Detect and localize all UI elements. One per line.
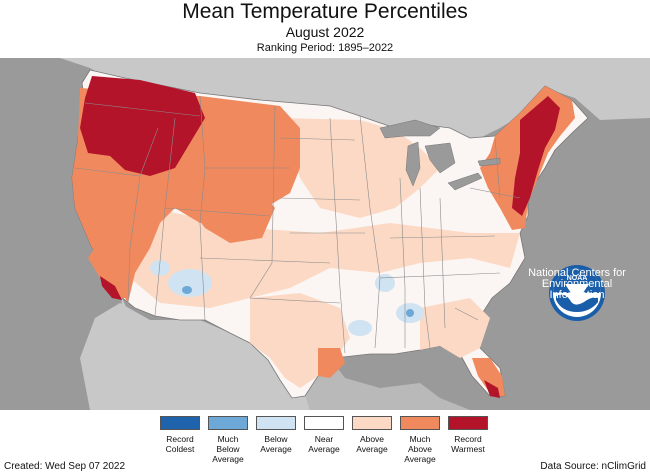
state-borders (74, 95, 521, 354)
created-date: Created: Wed Sep 07 2022 (4, 461, 126, 472)
lake-erie (447, 172, 483, 191)
legend-label: Below (216, 444, 240, 454)
legend-label: Much (217, 434, 239, 444)
legend-label: Average (260, 444, 292, 454)
baja (120, 298, 150, 373)
legend-label: Average (308, 444, 340, 454)
legend-label: Above (407, 444, 433, 454)
region-below-average-2 (150, 260, 170, 276)
legend-item-above-average: Above Average (348, 416, 396, 454)
region-record-florida (484, 380, 500, 398)
legend-item-near-average: Near Average (300, 416, 348, 454)
region-below-average-3 (375, 274, 395, 292)
region-much-below-2 (406, 309, 414, 317)
us-temperature-map: NOAA (0, 58, 650, 410)
noaa-caption: National Centers for Environmental Infor… (508, 268, 646, 301)
legend-item-record-coldest: Record Coldest (156, 416, 204, 454)
legend-label: Below (264, 434, 288, 444)
legend-label: Average (356, 444, 388, 454)
region-below-average-5 (348, 320, 372, 336)
legend-item-record-warmest: Record Warmest (444, 416, 492, 454)
noaa-caption-line-2: Environmental (541, 278, 613, 290)
legend-label: Warmest (451, 444, 485, 454)
region-above-average-north (280, 118, 440, 218)
region-much-above-texas-coast (318, 348, 345, 378)
map-subtitle: August 2022 (285, 24, 365, 40)
legend-swatch (352, 416, 392, 430)
region-much-above-socal (88, 248, 128, 298)
legend-label: Average (404, 454, 436, 464)
region-much-above-rockies (190, 178, 275, 243)
legend-label: Above (359, 434, 385, 444)
ranking-period: Ranking Period: 1895–2022 (256, 42, 394, 54)
lake-ontario (477, 157, 501, 167)
noaa-logo (549, 265, 605, 321)
legend-item-below-average: Below Average (252, 416, 300, 454)
region-much-above-florida (472, 358, 505, 396)
noaa-caption-line-1: National Centers for (528, 267, 626, 279)
legend-item-much-below-average: Much Below Average (204, 416, 252, 464)
legend-label: Coldest (165, 444, 195, 454)
region-record-southca (100, 276, 122, 300)
legend-label: Near (314, 434, 334, 444)
legend: Record Coldest Much Below Average Below … (156, 416, 494, 468)
lake-michigan (405, 141, 421, 187)
region-below-average-1 (168, 269, 212, 297)
legend-label: Record (454, 434, 482, 444)
legend-swatch (208, 416, 248, 430)
map-title: Mean Temperature Percentiles (182, 0, 468, 23)
noaa-logo-text: NOAA (567, 275, 588, 282)
legend-swatch (160, 416, 200, 430)
legend-swatch (256, 416, 296, 430)
lake-huron (424, 142, 456, 174)
legend-swatch (304, 416, 344, 430)
legend-label: Record (166, 434, 194, 444)
region-record-northeast (512, 96, 560, 216)
noaa-caption-line-3: Information (549, 289, 605, 301)
data-source: Data Source: nClimGrid (540, 461, 646, 472)
legend-label: Average (212, 454, 244, 464)
lake-superior (379, 119, 441, 139)
region-record-northwest (80, 76, 205, 176)
canada-land (60, 58, 650, 143)
legend-swatch (448, 416, 488, 430)
legend-item-much-above-average: Much Above Average (396, 416, 444, 464)
region-much-below-1 (182, 286, 192, 294)
legend-swatch (400, 416, 440, 430)
legend-label: Much (409, 434, 431, 444)
region-above-average-southeast (420, 298, 490, 358)
mexico-land (80, 303, 310, 410)
mexico-land-east (300, 358, 470, 410)
